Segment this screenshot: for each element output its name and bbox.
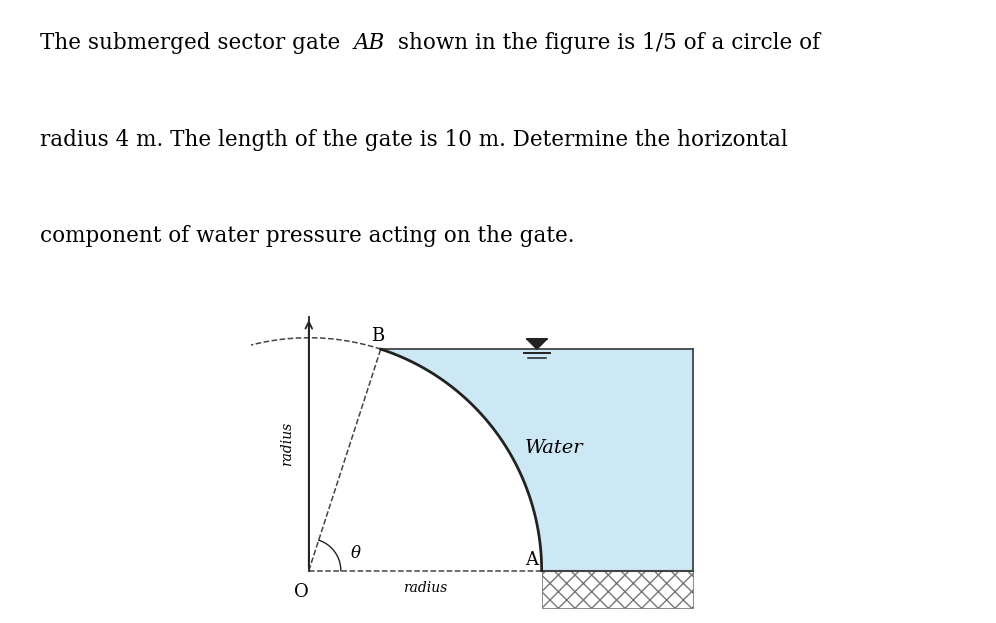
Text: O: O [295, 583, 309, 601]
Polygon shape [527, 339, 548, 349]
Text: Water: Water [525, 439, 584, 457]
Text: The submerged sector gate: The submerged sector gate [40, 32, 347, 54]
Text: θ: θ [351, 545, 361, 562]
Polygon shape [380, 349, 693, 571]
Text: shown in the figure is 1/5 of a circle of: shown in the figure is 1/5 of a circle o… [391, 32, 821, 54]
Text: component of water pressure acting on the gate.: component of water pressure acting on th… [40, 225, 575, 247]
Text: radius: radius [280, 422, 294, 466]
Text: radius: radius [403, 581, 447, 595]
Text: B: B [372, 327, 384, 345]
Text: A: A [525, 551, 538, 569]
Text: AB: AB [354, 32, 384, 54]
Text: radius 4 m. The length of the gate is 10 m. Determine the horizontal: radius 4 m. The length of the gate is 10… [40, 128, 788, 151]
